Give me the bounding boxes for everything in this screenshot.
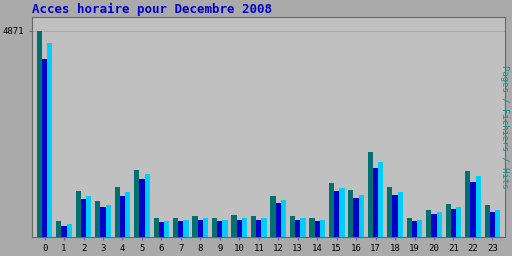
Bar	[320, 220, 325, 237]
Bar	[417, 220, 422, 237]
Bar	[334, 191, 339, 237]
Bar	[231, 216, 237, 237]
Bar	[412, 221, 417, 237]
Bar	[309, 218, 314, 237]
Bar	[373, 168, 378, 237]
Bar	[242, 218, 247, 237]
Bar	[359, 195, 364, 237]
Bar	[445, 205, 451, 237]
Bar	[348, 190, 353, 237]
Bar	[387, 187, 392, 237]
Bar	[183, 220, 189, 237]
Bar	[256, 220, 262, 237]
Bar	[76, 191, 81, 237]
Bar	[398, 192, 403, 237]
Bar	[100, 207, 105, 237]
Bar	[353, 198, 359, 237]
Bar	[495, 210, 500, 237]
Bar	[47, 43, 52, 237]
Bar	[301, 218, 306, 237]
Bar	[139, 179, 144, 237]
Bar	[154, 218, 159, 237]
Bar	[217, 221, 222, 237]
Bar	[451, 209, 456, 237]
Bar	[61, 227, 67, 237]
Bar	[164, 220, 169, 237]
Bar	[437, 212, 442, 237]
Bar	[105, 205, 111, 237]
Bar	[392, 195, 398, 237]
Bar	[426, 210, 431, 237]
Y-axis label: Pages / Fichiers / Hits: Pages / Fichiers / Hits	[500, 65, 509, 189]
Bar	[56, 221, 61, 237]
Bar	[42, 59, 47, 237]
Bar	[314, 221, 320, 237]
Bar	[159, 222, 164, 237]
Bar	[476, 176, 481, 237]
Bar	[178, 221, 183, 237]
Text: Acces horaire pour Decembre 2008: Acces horaire pour Decembre 2008	[32, 3, 272, 16]
Bar	[203, 218, 208, 237]
Bar	[212, 218, 217, 237]
Bar	[251, 216, 256, 237]
Bar	[329, 183, 334, 237]
Bar	[134, 170, 139, 237]
Bar	[222, 220, 228, 237]
Bar	[81, 199, 86, 237]
Bar	[237, 220, 242, 237]
Bar	[431, 214, 437, 237]
Bar	[378, 162, 383, 237]
Bar	[67, 224, 72, 237]
Bar	[490, 212, 495, 237]
Bar	[465, 171, 471, 237]
Bar	[115, 187, 120, 237]
Bar	[262, 218, 267, 237]
Bar	[193, 216, 198, 237]
Bar	[125, 192, 131, 237]
Bar	[37, 31, 42, 237]
Bar	[270, 196, 275, 237]
Bar	[281, 200, 286, 237]
Bar	[368, 152, 373, 237]
Bar	[120, 196, 125, 237]
Bar	[484, 205, 490, 237]
Bar	[290, 216, 295, 237]
Bar	[173, 218, 178, 237]
Bar	[275, 203, 281, 237]
Bar	[456, 207, 461, 237]
Bar	[198, 220, 203, 237]
Bar	[86, 196, 92, 237]
Bar	[407, 218, 412, 237]
Bar	[95, 201, 100, 237]
Bar	[339, 188, 345, 237]
Bar	[144, 174, 150, 237]
Bar	[295, 220, 301, 237]
Bar	[471, 182, 476, 237]
